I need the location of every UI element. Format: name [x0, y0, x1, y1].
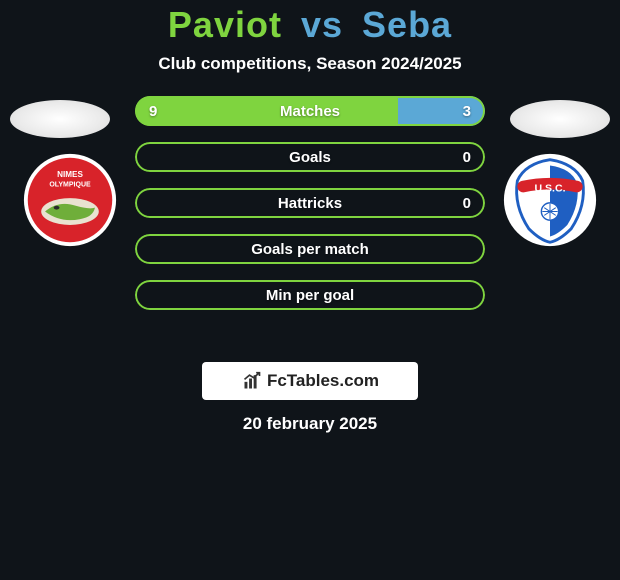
player2-avatar [510, 100, 610, 138]
stat-label: Hattricks [135, 195, 485, 212]
title-vs: vs [301, 4, 343, 45]
stat-value-right: 0 [463, 195, 471, 212]
stat-label: Min per goal [135, 287, 485, 304]
nimes-badge-icon: NIMES OLYMPIQUE [22, 152, 118, 248]
chart-icon [241, 371, 263, 391]
watermark: FcTables.com [202, 362, 418, 400]
player2-name: Seba [362, 4, 452, 45]
usc-badge-icon: U.S.C. [502, 152, 598, 248]
stat-value-right: 3 [463, 103, 471, 120]
stat-row: Goals0 [135, 142, 485, 172]
stat-row: Goals per match [135, 234, 485, 264]
stats-area: NIMES OLYMPIQUE U.S.C. 9Matches3Goals0Ha… [0, 96, 620, 356]
stat-row: Min per goal [135, 280, 485, 310]
player1-name: Paviot [168, 4, 282, 45]
svg-text:NIMES: NIMES [57, 170, 83, 179]
svg-text:OLYMPIQUE: OLYMPIQUE [49, 182, 91, 189]
stats-list: 9Matches3Goals0Hattricks0Goals per match… [135, 96, 485, 310]
svg-text:U.S.C.: U.S.C. [534, 182, 565, 194]
stat-label: Matches [135, 103, 485, 120]
subtitle: Club competitions, Season 2024/2025 [0, 54, 620, 74]
stat-row: 9Matches3 [135, 96, 485, 126]
stat-value-right: 0 [463, 149, 471, 166]
watermark-text: FcTables.com [267, 371, 379, 391]
player2-club-badge: U.S.C. [502, 152, 598, 248]
comparison-card: Paviot vs Seba Club competitions, Season… [0, 0, 620, 434]
stat-row: Hattricks0 [135, 188, 485, 218]
page-title: Paviot vs Seba [0, 4, 620, 46]
stat-label: Goals [135, 149, 485, 166]
stat-label: Goals per match [135, 241, 485, 258]
player1-club-badge: NIMES OLYMPIQUE [22, 152, 118, 248]
player1-avatar [10, 100, 110, 138]
date-label: 20 february 2025 [0, 414, 620, 434]
